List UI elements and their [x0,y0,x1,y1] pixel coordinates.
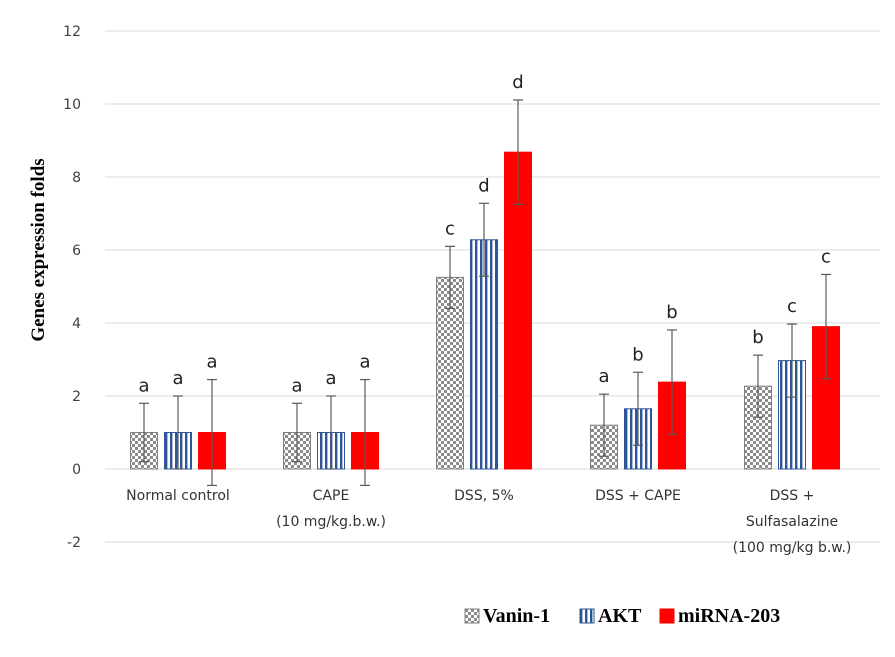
significance-letter: a [291,375,302,396]
category-label: DSS + CAPE [595,488,681,504]
category-labels: Normal control CAPE (10 mg/kg.b.w.) DSS, 5%… [126,488,851,556]
bar-mirna-203 [504,151,532,470]
y-tick-labels: -2 0 2 4 6 8 10 12 [63,24,81,551]
category-label: Normal control [126,488,230,504]
legend-swatch [579,608,595,624]
y-tick-label: 12 [63,24,81,40]
bars [130,151,840,470]
y-axis-label: Genes expression folds [28,158,49,341]
legend-label: miRNA-203 [678,605,780,627]
y-tick-label: 0 [72,462,81,478]
legend-label: AKT [598,605,642,627]
significance-letter: a [138,375,149,396]
y-tick-label: 4 [72,316,81,332]
legend-swatch [659,608,675,624]
significance-letter: a [206,352,217,373]
legend: Vanin-1 AKT miRNA-203 [464,605,780,627]
significance-letter: a [172,368,183,389]
y-tick-label: -2 [67,535,81,551]
significance-letter: c [445,218,455,239]
significance-letter: a [359,352,370,373]
category-label: DSS, 5% [454,488,514,504]
category-label: Sulfasalazine [746,514,838,530]
category-label: DSS + [770,488,815,504]
significance-letter: b [632,344,643,365]
significance-letter: a [325,368,336,389]
significance-letter: d [478,175,489,196]
y-tick-label: 10 [63,97,81,113]
legend-label: Vanin-1 [483,605,550,627]
y-tick-label: 8 [72,170,81,186]
significance-letter: b [666,302,677,323]
legend-swatch [464,608,480,624]
category-label: (10 mg/kg.b.w.) [276,514,386,530]
significance-letter: c [821,246,831,267]
significance-letter: c [787,296,797,317]
y-tick-label: 2 [72,389,81,405]
significance-letters: a a c a b a a d b c a a d b c [138,72,830,396]
error-bars [139,99,831,487]
significance-letter: a [598,366,609,387]
significance-letter: d [512,72,523,93]
y-tick-label: 6 [72,243,81,259]
bar-vanin-1 [436,276,464,470]
category-label: CAPE [313,488,350,504]
category-label: (100 mg/kg b.w.) [733,540,852,556]
bar-akt [470,239,498,470]
significance-letter: b [752,327,763,348]
